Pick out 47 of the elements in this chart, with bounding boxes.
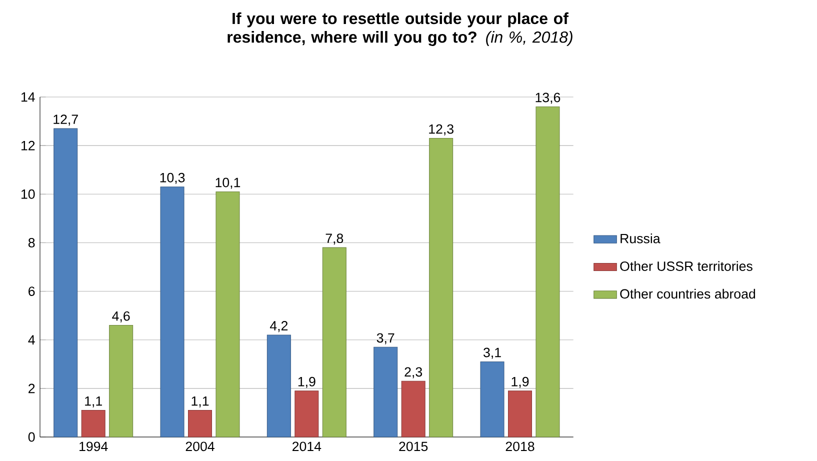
bar xyxy=(508,390,532,438)
bar xyxy=(322,247,346,438)
bar xyxy=(160,186,184,438)
x-tick-label: 2018 xyxy=(506,442,534,452)
data-label: 1,1 xyxy=(192,396,209,408)
bar xyxy=(374,346,398,438)
bar xyxy=(536,106,560,438)
chart-title: If you were to resettle outside your place of residence, where will you go to? (in %, 2018) xyxy=(228,12,572,46)
bar xyxy=(480,361,504,438)
bar xyxy=(109,325,134,438)
x-tick-label: 2014 xyxy=(292,442,322,452)
data-label: 1,9 xyxy=(512,376,529,388)
data-label: 4,6 xyxy=(112,311,130,322)
data-label: 1,9 xyxy=(298,376,316,388)
data-label: 10,3 xyxy=(160,172,185,184)
legend-label: Russia xyxy=(620,234,660,244)
y-tick-label: 0 xyxy=(28,432,35,442)
legend-label: Other countries abroad xyxy=(620,288,756,299)
legend-label: Other USSR territories xyxy=(620,261,752,271)
data-label: 2,3 xyxy=(404,367,422,378)
y-tick-label: 12 xyxy=(21,140,35,150)
y-tick-label: 10 xyxy=(21,189,35,199)
data-label: 3,1 xyxy=(484,348,501,359)
x-tick-label: 2004 xyxy=(186,442,214,452)
data-label: 4,2 xyxy=(270,321,288,332)
data-label: 10,1 xyxy=(216,178,240,189)
data-label: 1,1 xyxy=(85,396,102,408)
data-label: 12,7 xyxy=(54,114,78,126)
bar xyxy=(401,380,426,438)
bar xyxy=(188,410,212,438)
y-tick-label: 2 xyxy=(28,384,35,394)
data-label: 7,8 xyxy=(326,234,344,245)
data-label: 3,7 xyxy=(376,333,394,344)
y-tick-label: 4 xyxy=(28,335,35,344)
bar xyxy=(54,128,78,438)
y-tick-label: 14 xyxy=(21,92,35,102)
x-tick-label: 2015 xyxy=(399,442,428,452)
bar xyxy=(216,191,240,438)
y-tick-label: 8 xyxy=(28,238,35,248)
bar xyxy=(294,390,319,438)
bar xyxy=(429,138,454,438)
y-tick-label: 6 xyxy=(28,286,35,296)
bar xyxy=(81,410,106,438)
bar xyxy=(266,334,291,438)
data-label: 13,6 xyxy=(536,92,560,104)
x-tick-label: 1994 xyxy=(80,442,108,452)
data-label: 12,3 xyxy=(429,124,454,136)
